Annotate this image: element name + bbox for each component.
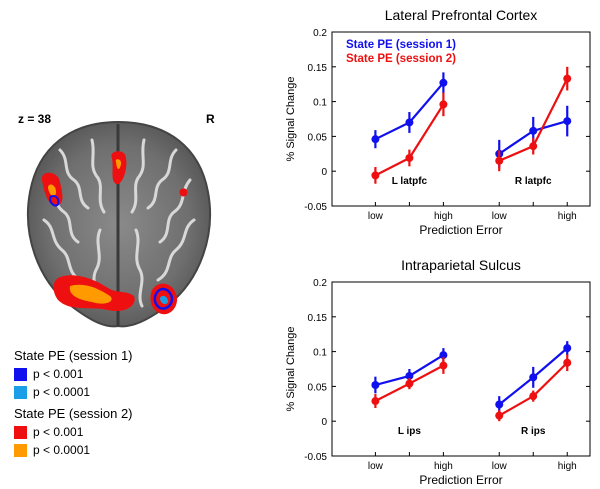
slice-label: z = 38	[18, 112, 52, 126]
data-point	[495, 156, 504, 165]
x-tick-label: high	[434, 211, 453, 222]
group-label: L ips	[398, 426, 422, 437]
x-tick-label: high	[558, 461, 577, 472]
right-side-label: R	[206, 112, 215, 126]
y-tick-label: 0.1	[313, 348, 327, 359]
y-axis-label: % Signal Change	[285, 326, 297, 411]
data-point	[439, 361, 448, 370]
legend-entry: State PE (session 2)	[346, 53, 456, 65]
legend-group-title: State PE (session 2)	[14, 406, 133, 421]
legend-swatch	[14, 367, 27, 381]
legend-group-title: State PE (session 1)	[14, 348, 133, 363]
x-axis-label: Prediction Error	[419, 223, 502, 237]
y-tick-label: 0	[321, 167, 327, 178]
legend-item: p < 0.001	[14, 423, 214, 441]
legend-label: p < 0.0001	[33, 443, 91, 457]
legend-swatch	[14, 425, 27, 439]
data-point	[405, 153, 414, 162]
y-tick-label: 0.15	[308, 63, 328, 74]
x-tick-label: low	[492, 461, 508, 472]
legend-swatch	[14, 443, 27, 457]
chart-title: Intraparietal Sulcus	[401, 257, 521, 273]
legend-item: p < 0.0001	[14, 383, 214, 401]
legend-label: p < 0.001	[33, 367, 84, 381]
brain-slice-image	[0, 100, 240, 340]
data-point	[439, 351, 448, 360]
activation-blobs	[41, 151, 188, 315]
y-tick-label: 0.05	[308, 382, 328, 393]
data-point	[371, 171, 380, 180]
group-label: R ips	[521, 426, 546, 437]
lateral-prefrontal-chart: Lateral Prefrontal Cortex 0.2 0.15 0.1 0.05 0…	[285, 7, 591, 237]
x-tick-label: high	[558, 211, 577, 222]
y-tick-label: 0.15	[308, 313, 328, 324]
legend-entry: State PE (session 1)	[346, 39, 456, 51]
legend-group-session-1: State PE (session 1) p < 0.001 p < 0.000…	[14, 348, 214, 401]
data-point	[371, 135, 380, 144]
sulci-pattern	[42, 138, 196, 308]
data-point	[439, 78, 448, 87]
data-point	[563, 74, 572, 83]
group-label: L latpfc	[392, 176, 428, 187]
data-point	[371, 397, 380, 406]
y-tick-label: 0.1	[313, 98, 327, 109]
legend: State PE (session 1) p < 0.001 p < 0.000…	[14, 348, 214, 459]
y-tick-label: 0.2	[313, 28, 327, 39]
x-tick-label: low	[492, 211, 508, 222]
data-point	[439, 100, 448, 109]
y-tick-label: -0.05	[304, 452, 327, 463]
legend-group-session-2: State PE (session 2) p < 0.001 p < 0.000…	[14, 406, 214, 459]
y-tick-label: 0.05	[308, 132, 328, 143]
x-tick-label: low	[368, 461, 384, 472]
plot-area-frame	[331, 281, 591, 457]
data-point	[405, 118, 414, 127]
x-axis-label: Prediction Error	[419, 473, 502, 487]
data-point	[563, 117, 572, 126]
data-point	[495, 400, 504, 409]
legend-label: p < 0.001	[33, 425, 84, 439]
y-tick-label: -0.05	[304, 202, 327, 213]
data-point	[563, 344, 572, 353]
data-point	[405, 371, 414, 380]
data-point	[405, 379, 414, 388]
data-point	[563, 358, 572, 367]
data-point	[371, 381, 380, 390]
x-tick-label: low	[368, 211, 384, 222]
legend-label: p < 0.0001	[33, 385, 91, 399]
data-point	[529, 373, 538, 382]
group-label: R latpfc	[515, 176, 552, 187]
y-tick-label: 0	[321, 417, 327, 428]
plot-area-frame	[331, 31, 591, 207]
data-point	[529, 392, 538, 401]
y-tick-label: 0.2	[313, 278, 327, 289]
legend-item: p < 0.0001	[14, 441, 214, 459]
intraparietal-chart: Intraparietal Sulcus 0.2 0.15 0.1 0.05 0 -0.05…	[285, 257, 591, 487]
brain-slice-graphic	[26, 120, 212, 328]
legend-swatch	[14, 385, 27, 399]
data-point	[529, 126, 538, 135]
data-point	[495, 411, 504, 420]
data-point	[529, 142, 538, 151]
x-tick-label: high	[434, 461, 453, 472]
legend-item: p < 0.001	[14, 365, 214, 383]
y-axis-label: % Signal Change	[285, 76, 297, 161]
chart-title: Lateral Prefrontal Cortex	[385, 7, 538, 23]
